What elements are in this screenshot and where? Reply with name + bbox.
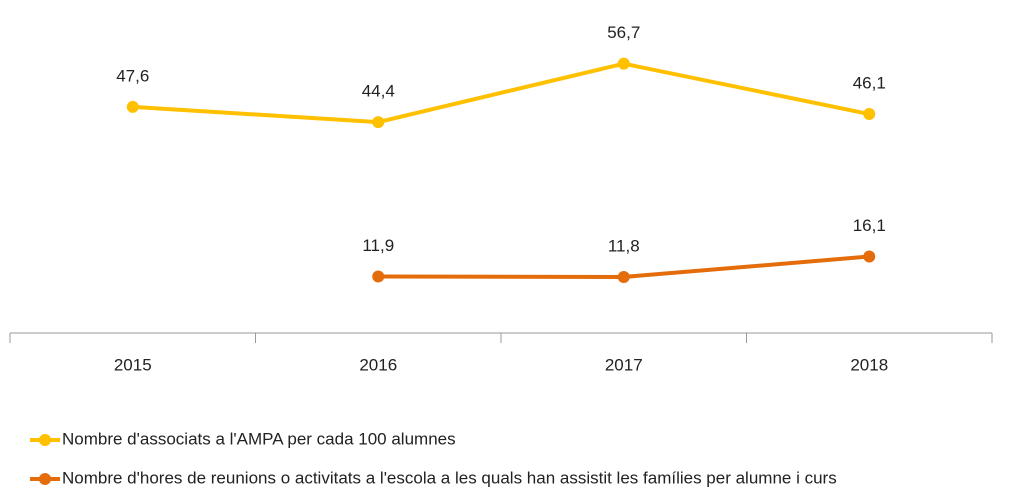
point xyxy=(863,108,876,121)
data-label: 11,9 xyxy=(362,236,394,255)
point xyxy=(863,250,876,263)
legend-marker xyxy=(39,434,51,446)
series-line xyxy=(132,61,870,125)
data-label: 16,1 xyxy=(853,216,886,235)
x-tick-label: 2018 xyxy=(850,355,888,374)
x-tick-label: 2016 xyxy=(359,355,397,374)
data-label: 11,8 xyxy=(608,236,640,255)
point xyxy=(372,116,385,129)
legend-marker xyxy=(39,473,51,485)
point xyxy=(126,100,139,113)
x-tick-label: 2017 xyxy=(605,355,643,374)
data-label: 46,1 xyxy=(853,74,886,93)
point xyxy=(617,270,630,283)
legend-label: Nombre d'hores de reunions o activitats … xyxy=(62,468,837,487)
point xyxy=(372,270,385,283)
legend-label: Nombre d'associats a l'AMPA per cada 100… xyxy=(62,429,456,448)
data-label: 47,6 xyxy=(116,66,149,85)
x-tick-label: 2015 xyxy=(114,355,152,374)
point xyxy=(617,57,630,70)
data-label: 56,7 xyxy=(607,23,640,42)
data-label: 44,4 xyxy=(362,82,395,101)
